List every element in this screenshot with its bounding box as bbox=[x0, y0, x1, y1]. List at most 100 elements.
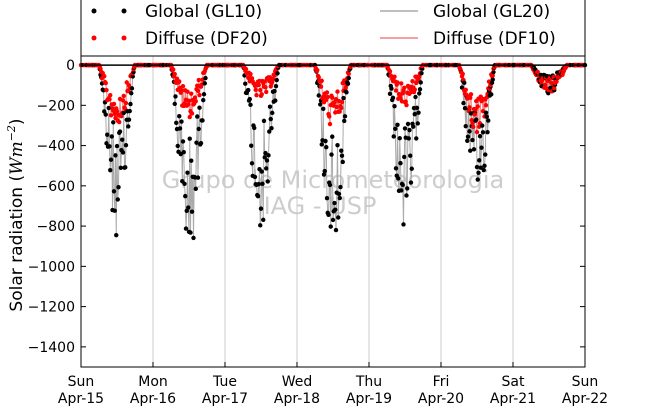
diffuse-df20-point bbox=[330, 95, 335, 100]
global-gl10-point bbox=[264, 166, 269, 171]
global-gl10-point bbox=[333, 227, 339, 233]
global-gl10-point bbox=[273, 98, 278, 103]
global-gl10-point bbox=[259, 169, 264, 174]
global-gl10-point bbox=[321, 106, 326, 112]
diffuse-df20-point bbox=[471, 124, 476, 130]
diffuse-df20-point bbox=[180, 83, 186, 89]
global-gl10-point bbox=[256, 181, 261, 187]
global-gl10-point bbox=[247, 96, 252, 102]
diffuse-df20-point bbox=[319, 78, 324, 83]
y-tick-label: −800 bbox=[37, 219, 75, 235]
global-gl10-point bbox=[459, 85, 465, 90]
y-tick-label: −1000 bbox=[28, 259, 75, 275]
global-gl10-point bbox=[179, 119, 184, 124]
diffuse-df20-point bbox=[392, 74, 397, 79]
global-gl10-point bbox=[258, 223, 263, 228]
global-gl10-point bbox=[108, 157, 114, 162]
global-gl10-point bbox=[327, 182, 333, 188]
y-tick-label: −400 bbox=[37, 139, 75, 155]
x-grid-lines bbox=[152, 55, 514, 367]
global-gl10-point bbox=[173, 94, 178, 99]
x-tick-weekday: Tue bbox=[212, 374, 237, 390]
global-gl10-point bbox=[200, 118, 205, 123]
diffuse-df20-point bbox=[119, 113, 124, 119]
global-gl10-point bbox=[414, 105, 420, 111]
global-gl10-point bbox=[115, 197, 120, 202]
x-tick-weekday: Wed bbox=[282, 374, 313, 390]
global-gl10-point bbox=[116, 185, 121, 190]
y-axis-label-main: Solar radiation ( bbox=[7, 175, 27, 312]
global-gl10-point bbox=[265, 179, 270, 184]
y-tick-label: −200 bbox=[37, 98, 75, 114]
global-gl10-point bbox=[477, 158, 482, 163]
global-gl10-point bbox=[404, 193, 409, 198]
global-gl10-point bbox=[117, 129, 123, 134]
diffuse-df20-point bbox=[123, 100, 129, 106]
global-gl10-point bbox=[174, 120, 179, 126]
diffuse-df20-point bbox=[339, 99, 345, 105]
global-gl10-point bbox=[261, 118, 267, 124]
global-gl10-point bbox=[409, 166, 414, 171]
global-gl10-point bbox=[336, 191, 342, 197]
diffuse-df20-point bbox=[387, 69, 393, 74]
global-gl10-point bbox=[172, 101, 177, 107]
diffuse-df20-point bbox=[114, 108, 120, 114]
global-gl10-point bbox=[188, 230, 193, 235]
global-gl10-point bbox=[332, 200, 337, 206]
global-gl10-point bbox=[418, 80, 423, 85]
x-tick-date: Apr-15 bbox=[58, 391, 104, 407]
global-gl10-point bbox=[483, 152, 488, 157]
global-gl10-point bbox=[189, 158, 194, 163]
global-gl10-point bbox=[416, 110, 421, 115]
diffuse-df20-point bbox=[324, 90, 330, 95]
global-gl10-point bbox=[187, 136, 192, 141]
global-gl10-point bbox=[258, 206, 264, 211]
diffuse-df20-point bbox=[179, 88, 184, 93]
global-gl10-point bbox=[322, 168, 327, 174]
global-gl10-point bbox=[413, 94, 418, 100]
series-points bbox=[78, 62, 588, 241]
global-gl10-point bbox=[490, 77, 495, 82]
global-gl10-point bbox=[201, 92, 207, 97]
diffuse-df20-point bbox=[262, 79, 267, 84]
global-gl10-point bbox=[476, 170, 481, 176]
global-gl10-point bbox=[266, 153, 271, 158]
global-gl10-point bbox=[479, 145, 484, 150]
global-gl10-point bbox=[121, 110, 126, 116]
legend-box bbox=[80, 0, 586, 57]
y-axis-label-unit: Wm bbox=[7, 141, 27, 175]
diffuse-df20-point bbox=[399, 81, 404, 86]
global-gl10-point bbox=[255, 194, 261, 199]
global-gl10-point bbox=[333, 207, 338, 212]
diffuse-df20-point bbox=[346, 71, 351, 76]
global-gl10-point bbox=[406, 136, 411, 141]
global-gl10-point bbox=[391, 134, 396, 139]
diffuse-df20-point bbox=[460, 71, 465, 77]
diffuse-df20-point bbox=[552, 86, 557, 91]
diffuse-df20-point bbox=[316, 75, 321, 80]
global-gl10-point bbox=[340, 159, 345, 165]
x-tick-weekday: Mon bbox=[138, 374, 168, 390]
global-gl10-point bbox=[471, 147, 477, 152]
global-gl10-point bbox=[417, 87, 423, 92]
global-gl10-point bbox=[483, 110, 489, 115]
diffuse-df20-point bbox=[253, 87, 258, 93]
diffuse-df20-point bbox=[171, 67, 176, 72]
global-gl10-point bbox=[329, 152, 334, 157]
global-gl10-point bbox=[268, 116, 273, 122]
diffuse-df20-point bbox=[248, 71, 253, 77]
global-gl10-point bbox=[338, 184, 343, 190]
global-gl10-point bbox=[185, 170, 190, 175]
global-gl10-point bbox=[462, 105, 468, 111]
global-gl10-point bbox=[324, 196, 330, 201]
global-gl10-point bbox=[398, 160, 403, 166]
global-gl10-point bbox=[262, 155, 267, 160]
global-gl10-point bbox=[402, 154, 407, 160]
global-gl10-point bbox=[412, 111, 417, 117]
global-gl10-point bbox=[189, 209, 195, 214]
diffuse-df20-point bbox=[189, 111, 195, 116]
global-gl10-point bbox=[463, 123, 468, 129]
global-gl10-point bbox=[272, 88, 277, 94]
diffuse-df20-point bbox=[103, 80, 108, 86]
